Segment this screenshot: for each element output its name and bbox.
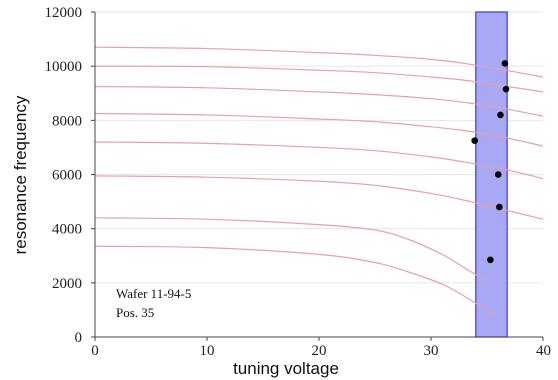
y-tick-label-10000: 10000: [45, 59, 83, 75]
curve-2: [94, 65, 544, 93]
highlight-band: [475, 11, 508, 338]
annotation-position: Pos. 35: [116, 305, 154, 320]
data-point-4: [471, 137, 478, 144]
x-tick-label-10: 10: [200, 343, 215, 359]
data-point-7: [487, 256, 494, 264]
y-tick-label-4000: 4000: [52, 222, 82, 238]
curve-4: [94, 112, 544, 147]
data-point-3: [497, 111, 504, 119]
curve-6: [94, 175, 544, 220]
y-tick-label-6000: 6000: [52, 168, 82, 184]
x-axis-title: tuning voltage: [233, 359, 339, 378]
x-tick-label-20: 20: [312, 343, 327, 359]
data-point-6: [496, 203, 503, 211]
y-tick-label-8000: 8000: [52, 113, 82, 129]
x-tick-label-40: 40: [536, 343, 551, 359]
data-point-1: [501, 60, 509, 67]
axes-group: [91, 11, 544, 341]
curve-5: [94, 141, 544, 180]
points-group: [471, 60, 510, 264]
y-tick-label-2000: 2000: [52, 276, 82, 292]
curve-8: [94, 245, 493, 315]
curve-1: [94, 46, 544, 78]
curve-3: [94, 85, 544, 117]
tick-labels-group: 0 2000 4000 6000 8000 10000 12000 0 10 20 30 40: [45, 5, 552, 359]
data-point-2: [502, 85, 510, 93]
curve-7: [94, 217, 488, 282]
highlight-band-group: [475, 11, 508, 338]
data-point-5: [494, 171, 502, 178]
curves-group: [94, 46, 544, 315]
y-tick-label-0: 0: [75, 330, 83, 346]
y-axis-title: resonance frequency: [11, 95, 30, 254]
x-tick-label-0: 0: [91, 343, 99, 359]
y-tick-label-12000: 12000: [45, 5, 83, 21]
x-tick-label-30: 30: [424, 343, 439, 359]
annotation-wafer: Wafer 11-94-5: [116, 286, 191, 301]
